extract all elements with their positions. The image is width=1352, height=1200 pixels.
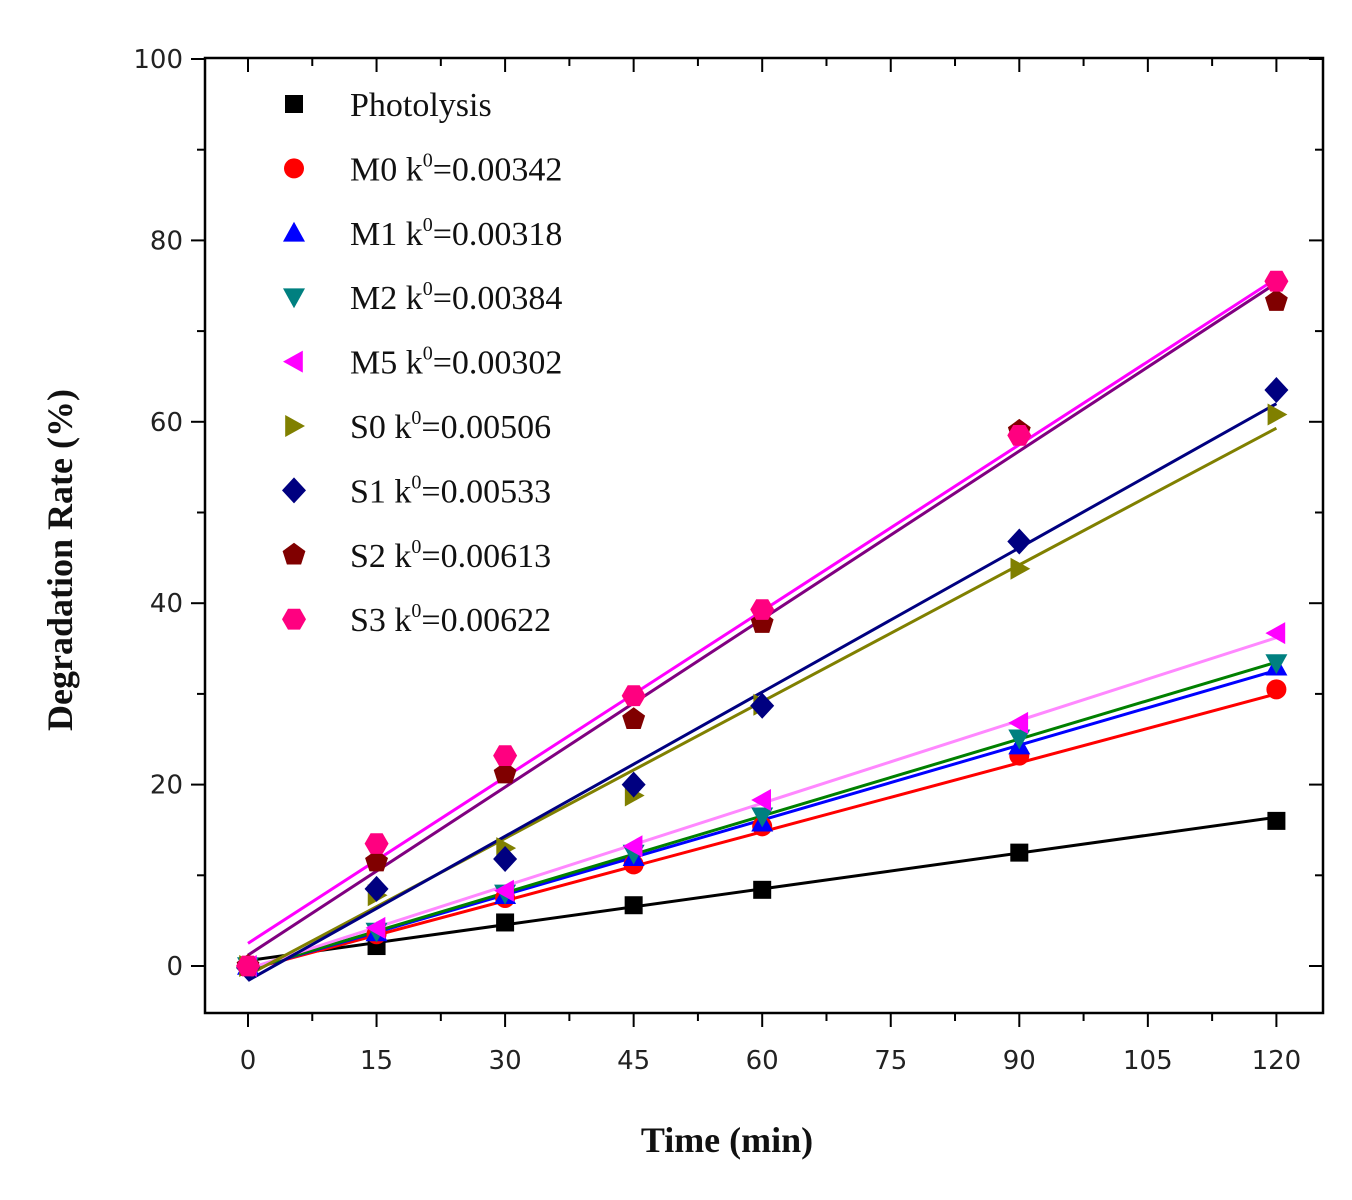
y-tick-label: 40 (150, 589, 183, 619)
legend-marker-s1 (282, 477, 306, 504)
x-tick-label: 30 (489, 1046, 522, 1076)
point-s1 (364, 875, 389, 902)
x-tick-label: 0 (240, 1046, 257, 1076)
y-axis-title: Degradation Rate (%) (40, 389, 80, 731)
legend-label-s3: S3 k0=0.00622 (350, 600, 551, 639)
point-s0 (1010, 557, 1031, 580)
legend-label-s1: S1 k0=0.00533 (350, 471, 551, 510)
legend-marker-m2 (283, 288, 305, 309)
point-m5 (365, 916, 386, 939)
point-m5 (751, 789, 771, 812)
legend-marker-s2 (282, 542, 306, 565)
point-s3 (750, 599, 775, 620)
point-s3 (493, 745, 518, 766)
point-s1 (493, 845, 518, 872)
point-m2 (1008, 729, 1031, 750)
legend-marker-m0 (284, 158, 304, 179)
point-m5 (1265, 622, 1286, 645)
fit-line-s1 (247, 402, 1278, 982)
point-s1 (621, 771, 646, 798)
point-s3 (236, 955, 260, 977)
x-tick-label: 120 (1252, 1046, 1302, 1076)
y-tick-label: 20 (150, 771, 183, 801)
point-s3 (1007, 425, 1032, 446)
point-s2 (365, 849, 388, 872)
legend-marker-m1 (283, 221, 305, 242)
x-tick-label: 60 (746, 1046, 779, 1076)
point-s3 (621, 685, 646, 707)
legend-label-s2: S2 k0=0.00613 (350, 536, 551, 575)
y-tick-label: 100 (133, 45, 183, 75)
point-s0 (1267, 403, 1288, 426)
x-tick-label: 75 (874, 1046, 907, 1076)
legend-marker-s3 (282, 608, 306, 630)
x-axis-title: Time (min) (641, 1120, 813, 1160)
x-tick-label: 105 (1123, 1046, 1173, 1076)
point-s2 (622, 707, 646, 729)
point-photolysis (496, 913, 515, 932)
point-s2 (1265, 289, 1288, 311)
point-s1 (1264, 377, 1289, 404)
point-photolysis (753, 880, 772, 899)
y-tick-label: 0 (166, 952, 183, 982)
point-s2 (493, 761, 517, 784)
y-tick-label: 60 (150, 408, 183, 438)
plot-frame (203, 56, 1325, 1015)
legend-label-m0: M0 k0=0.00342 (350, 149, 562, 188)
point-m0 (1266, 679, 1287, 700)
point-s3 (1264, 270, 1289, 292)
legend-marker-s0 (285, 415, 305, 437)
legend-label-s0: S0 k0=0.00506 (350, 407, 551, 446)
legend-label-m1: M1 k0=0.00318 (350, 214, 562, 253)
legend-marker-m5 (283, 350, 303, 373)
point-s3 (364, 833, 389, 854)
point-m2 (1265, 654, 1288, 675)
point-photolysis (1010, 843, 1029, 862)
point-m5 (1008, 711, 1029, 734)
point-photolysis (624, 896, 643, 915)
x-tick-label: 15 (360, 1046, 393, 1076)
point-s1 (750, 692, 775, 719)
point-m2 (751, 807, 774, 828)
x-tick-label: 90 (1003, 1046, 1036, 1076)
point-m5 (622, 835, 643, 858)
y-tick-label: 80 (150, 226, 183, 256)
legend-label-m5: M5 k0=0.00302 (350, 343, 562, 382)
legend-label-photolysis: Photolysis (350, 87, 492, 124)
point-photolysis (1267, 811, 1286, 830)
legend-marker-photolysis (285, 95, 303, 113)
point-m5 (494, 879, 514, 902)
point-s1 (1007, 528, 1032, 555)
legend-label-m2: M2 k0=0.00384 (350, 278, 562, 317)
x-tick-label: 45 (617, 1046, 650, 1076)
